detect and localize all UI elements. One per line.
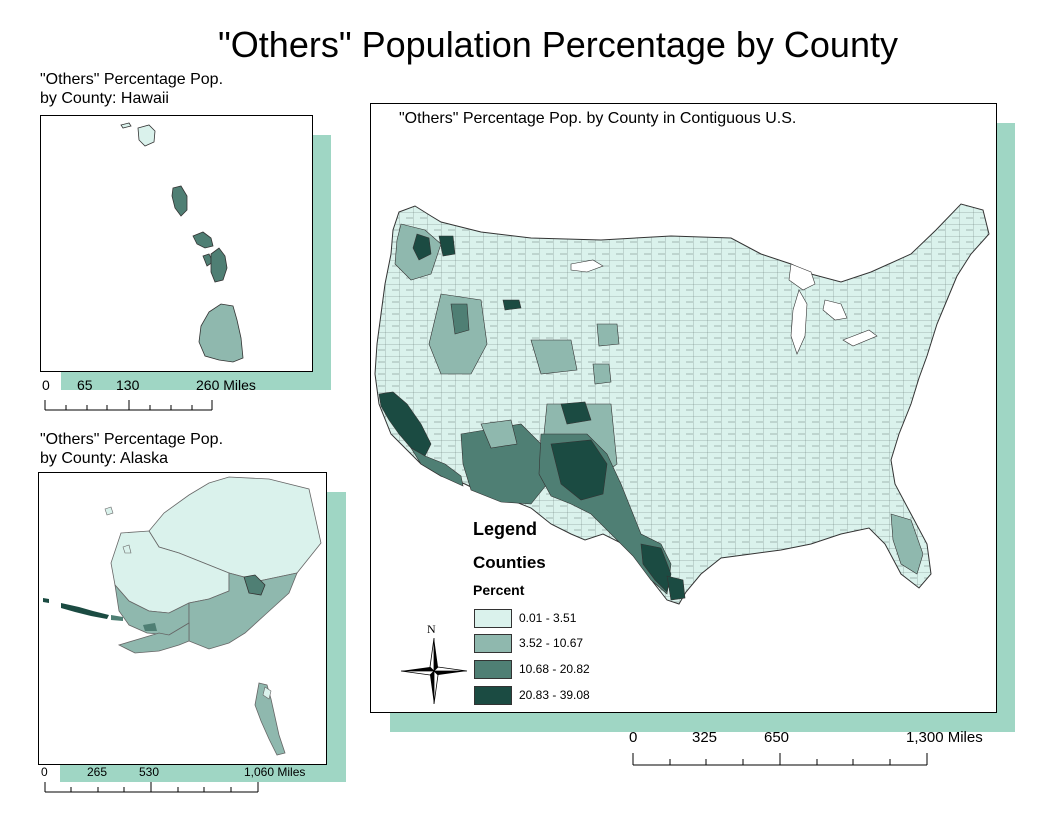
legend-label-class2: 3.52 - 10.67 <box>519 636 584 650</box>
legend-swatch-class1 <box>474 609 512 628</box>
north-arrow-label: N <box>427 622 436 636</box>
hawaii-map-frame[interactable] <box>40 115 313 372</box>
alaska-title-line1: "Others" Percentage Pop. <box>40 431 224 448</box>
us-scale-label-650: 650 <box>764 729 790 746</box>
alaska-scale-label-265: 265 <box>87 765 108 779</box>
hawaii-scale-label-65: 65 <box>77 377 93 393</box>
aleutian-chain <box>61 603 109 619</box>
alaska-scale-label-0: 0 <box>41 765 48 779</box>
great-basin-mid <box>428 293 488 375</box>
legend-swatch-class3 <box>474 660 512 679</box>
lake-superior <box>570 259 604 273</box>
hawaii-title-line1: "Others" Percentage Pop. <box>40 71 224 88</box>
page-title: "Others" Population Percentage by County <box>218 24 898 65</box>
aleutian-west <box>43 598 49 603</box>
alaska-map <box>43 476 322 756</box>
niihau-island <box>120 122 132 129</box>
alaska-dark-borough <box>243 574 266 596</box>
molokai-island <box>192 231 214 249</box>
alaska-interior <box>188 572 298 650</box>
legend-title: Legend <box>473 519 538 539</box>
nebraska-mid <box>592 363 612 385</box>
lake-huron <box>822 299 848 321</box>
kauai-island <box>137 124 156 147</box>
alaska-title-line2: by County: Alaska <box>40 450 169 467</box>
aleutian-east <box>111 615 123 621</box>
texas-panhandle-high <box>560 401 592 425</box>
colorado-mid <box>530 339 578 375</box>
arizona-north-mid <box>480 419 518 449</box>
legend-label-class1: 0.01 - 3.51 <box>519 611 577 625</box>
us-map-title: "Others" Percentage Pop. by County in Co… <box>399 110 797 127</box>
lake-erie <box>842 329 878 347</box>
florida-mid <box>890 513 924 575</box>
legend-swatch-class4 <box>474 686 512 705</box>
texas-west-high <box>550 439 608 501</box>
hawaii-map <box>120 122 244 363</box>
alaska-scale-label-1060: 1,060 Miles <box>244 765 306 779</box>
alaska-scale-label-530: 530 <box>139 765 160 779</box>
plains-mid <box>596 323 620 347</box>
alaska-inset-title: "Others" Percentage Pop. by County: Alas… <box>40 430 223 468</box>
alaska-map-frame[interactable] <box>38 472 327 765</box>
hawaii-scale-label-130: 130 <box>116 377 140 393</box>
us-scale-label-325: 325 <box>692 729 718 746</box>
lake-superior-east <box>788 263 816 291</box>
us-scale-label-0: 0 <box>629 729 638 746</box>
lake-michigan <box>790 289 808 355</box>
alaska-scale-bar <box>44 782 259 793</box>
wyoming-high <box>502 299 522 311</box>
north-arrow-icon <box>400 637 468 705</box>
arizona-mid-high <box>460 423 548 505</box>
hawaii-scale-bar <box>44 400 213 411</box>
nunivak-island <box>122 544 132 554</box>
oahu-island <box>171 185 188 217</box>
washington-east-high <box>438 235 456 257</box>
alaska-panhandle-north <box>262 686 272 700</box>
legend-layer-name: Counties <box>473 553 546 572</box>
legend-label-class4: 20.83 - 39.08 <box>519 688 590 702</box>
hawaii-scale-label-0: 0 <box>42 377 50 393</box>
washington-high <box>412 233 432 261</box>
hawaii-inset-title: "Others" Percentage Pop. by County: Hawa… <box>40 70 223 108</box>
hawaii-scale-label-260: 260 Miles <box>196 377 256 393</box>
legend-swatch-class2 <box>474 634 512 653</box>
alaska-peninsula <box>117 622 190 654</box>
maui-island <box>210 247 228 283</box>
south-texas-high <box>640 543 672 593</box>
us-scale-bar <box>632 753 928 766</box>
st-lawrence-island <box>104 506 114 516</box>
hawaii-big-island <box>198 303 244 363</box>
hawaii-title-line2: by County: Hawaii <box>40 90 169 107</box>
socal-mid <box>410 447 464 487</box>
us-scale-label-1300: 1,300 Miles <box>906 729 983 746</box>
us-map-frame[interactable]: "Others" Percentage Pop. by County in Co… <box>370 103 997 713</box>
houston-high <box>666 575 686 601</box>
kodiak-island <box>143 623 157 631</box>
idaho-mid-high <box>450 303 470 335</box>
us-county-map <box>374 203 990 605</box>
legend-field-name: Percent <box>473 582 525 598</box>
legend-label-class3: 10.68 - 20.82 <box>519 662 590 676</box>
